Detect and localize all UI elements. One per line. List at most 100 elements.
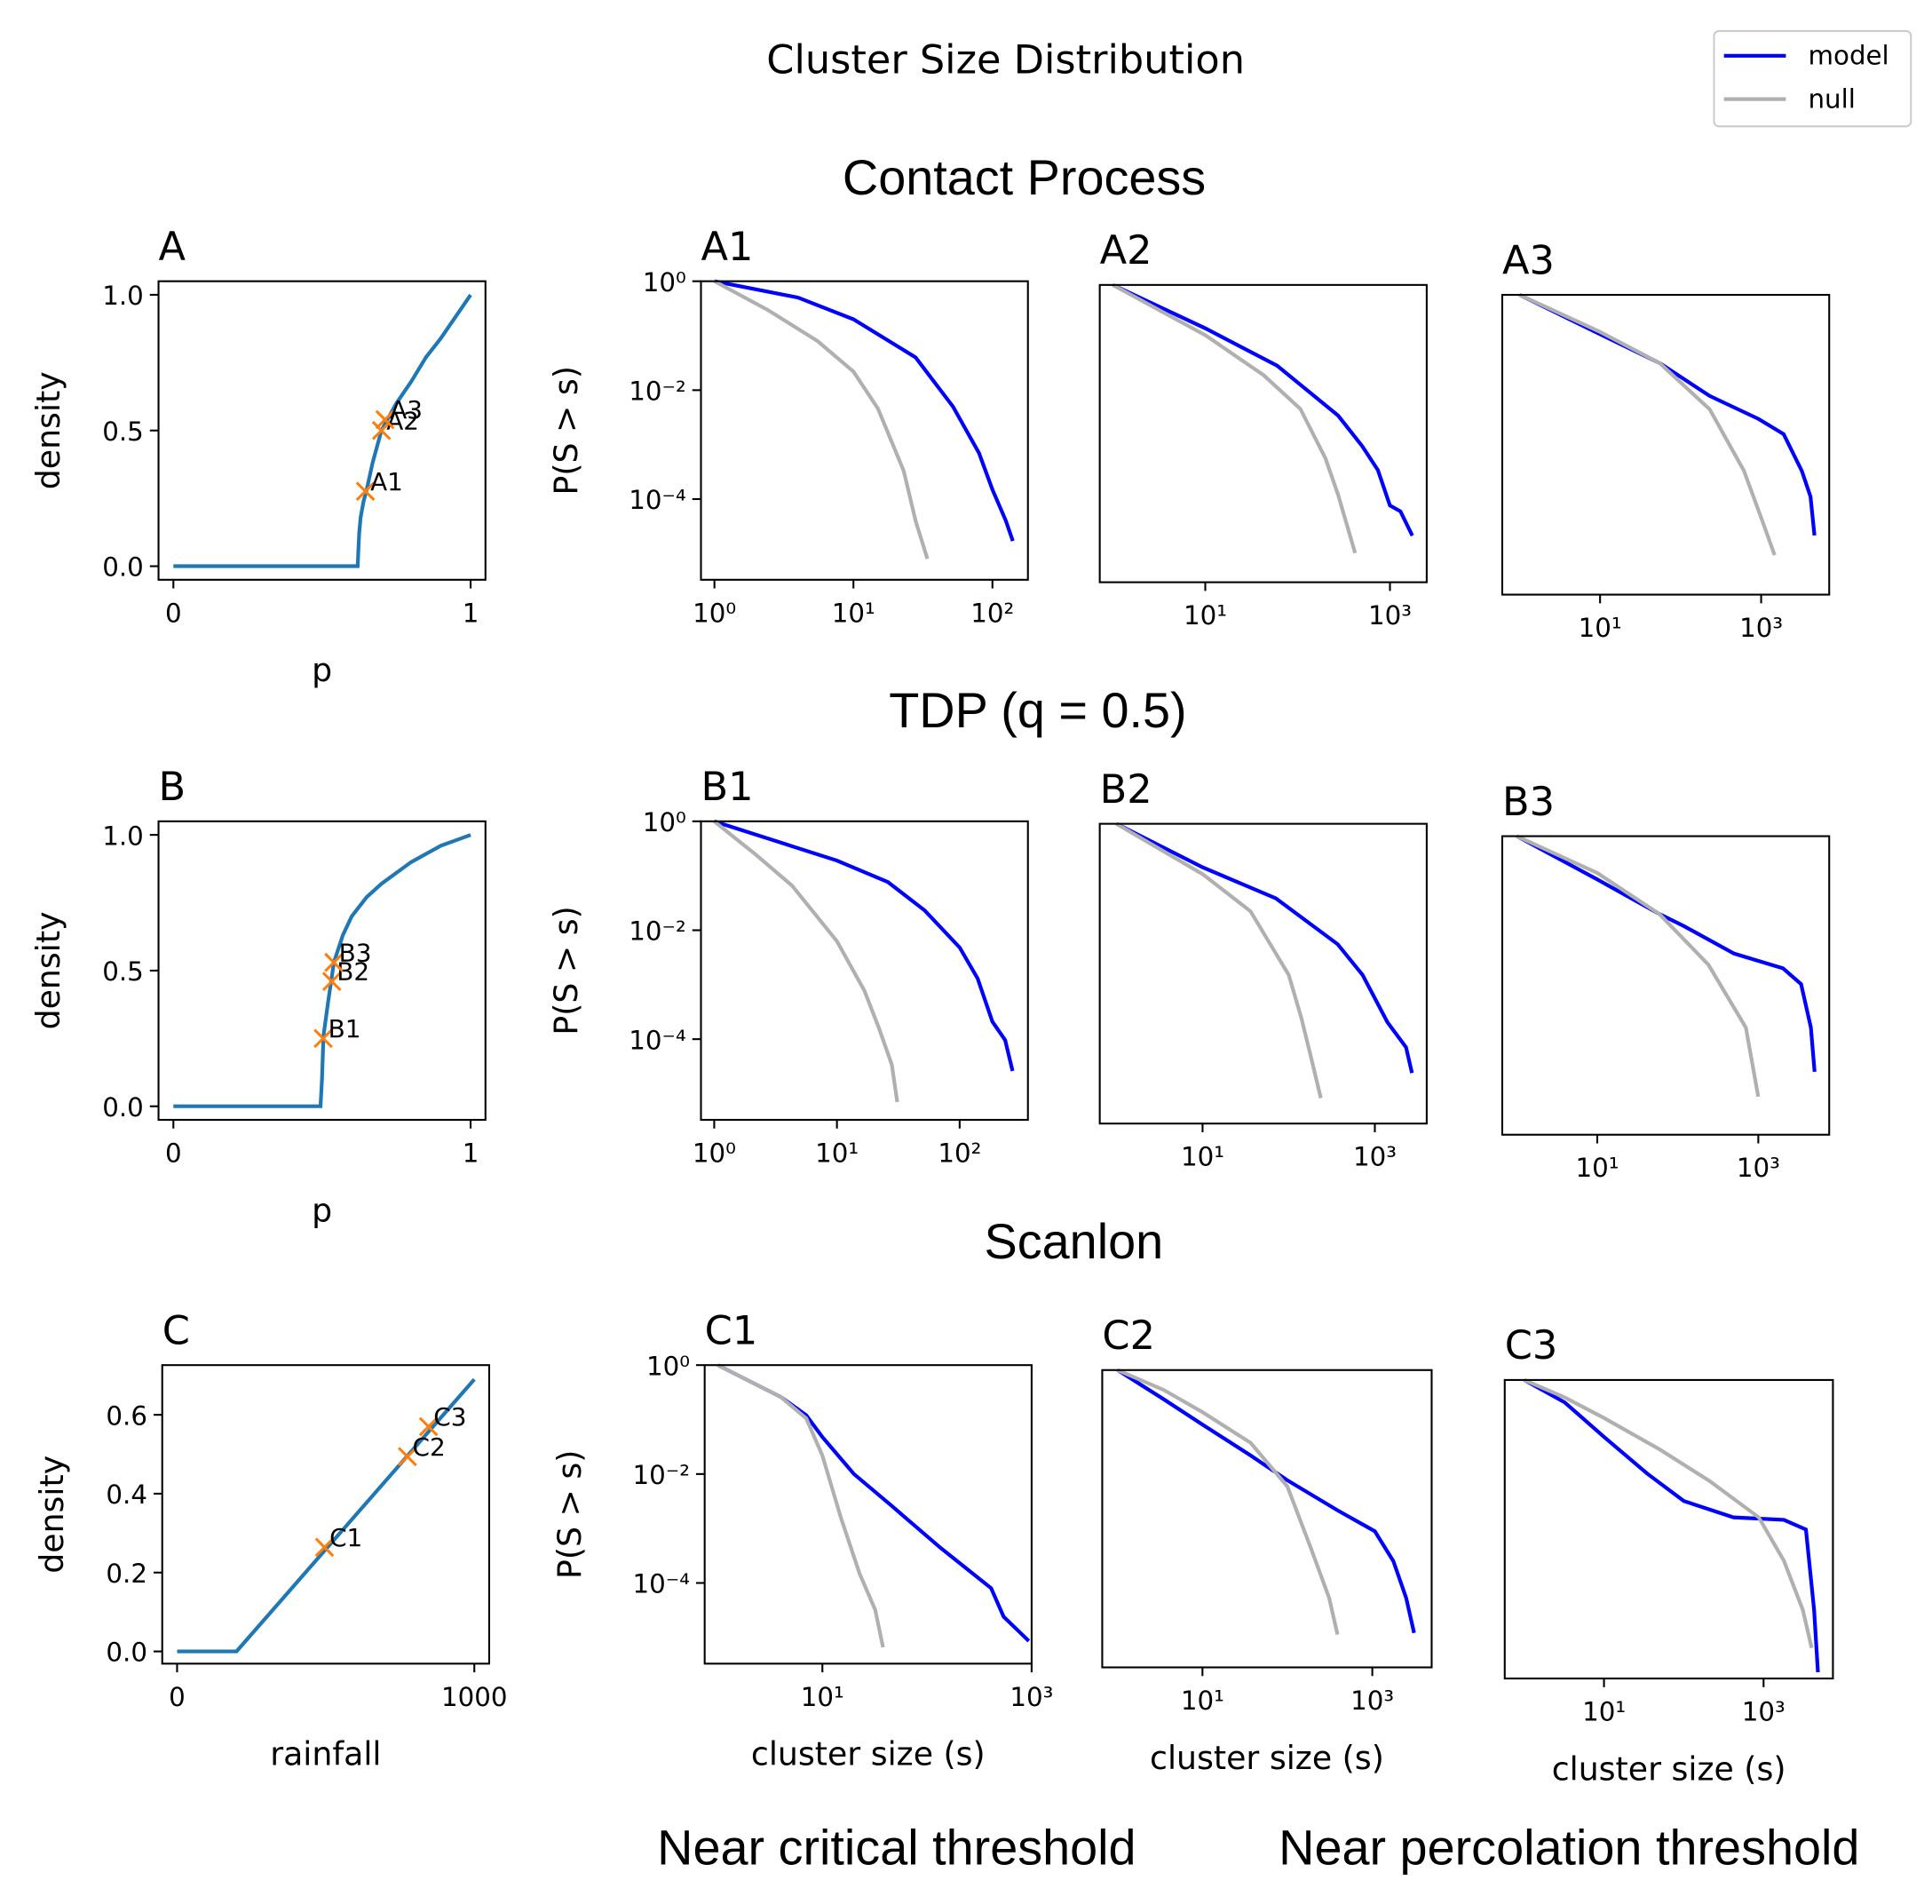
x-tick-label: 10¹	[832, 598, 875, 628]
y-tick-label: 10⁻²	[632, 1460, 689, 1490]
x-tick-label: 10³	[1353, 1142, 1397, 1172]
marker-label: A3	[390, 395, 423, 424]
panel-title: B1	[701, 764, 753, 810]
x-tick-label: 1	[463, 1138, 479, 1168]
x-tick-label: 10⁰	[693, 1138, 736, 1168]
panel-title: B3	[1502, 779, 1555, 825]
row-title: TDP (q = 0.5)	[889, 682, 1186, 738]
x-tick-label: 10¹	[1184, 600, 1227, 631]
marker-label: B2	[337, 957, 369, 987]
axes-frame	[700, 280, 1029, 581]
legend: model null	[1713, 29, 1912, 128]
y-tick-label: 0.0	[102, 552, 144, 583]
marker	[375, 409, 395, 430]
panel: A3 10¹ 10³	[1500, 237, 1831, 643]
row-title: Contact Process	[843, 149, 1206, 205]
y-tick-label: 10⁻⁴	[629, 1025, 685, 1055]
x-tick-label: 10¹	[801, 1682, 844, 1712]
x-tick-label: 10¹	[1582, 1697, 1626, 1727]
x-tick-label: 10¹	[1579, 613, 1622, 643]
y-axis-label: density	[29, 371, 67, 489]
panel: C2 10¹ 10³ cluster size (s)	[1101, 1313, 1433, 1777]
data-line	[1516, 834, 1761, 1098]
x-tick-label: 1	[463, 598, 479, 628]
panel-title: C	[162, 1307, 190, 1353]
y-axis-label: P(S > s)	[547, 906, 585, 1035]
axes-frame	[1098, 822, 1428, 1125]
y-tick-label: 10⁻⁴	[629, 485, 685, 515]
axes-frame	[1503, 1378, 1834, 1680]
y-axis-label: density	[33, 1456, 71, 1574]
data-line	[173, 293, 472, 568]
panel-title: A1	[701, 224, 753, 270]
data-line	[1518, 293, 1777, 556]
data-line	[1523, 1378, 1820, 1673]
data-line	[1116, 1368, 1340, 1636]
x-tick-label: 10⁰	[693, 598, 736, 628]
panel: C3 10¹ 10³ cluster size (s)	[1503, 1322, 1834, 1788]
marker-label: C1	[329, 1523, 362, 1552]
marker	[371, 420, 392, 440]
y-tick-label: 10⁰	[643, 807, 686, 837]
x-axis-label: p	[312, 1191, 332, 1229]
marker	[313, 1028, 333, 1049]
panel: A2 10¹ 10³	[1098, 227, 1428, 631]
panel-title: C3	[1505, 1322, 1558, 1368]
y-axis-label: P(S > s)	[550, 1450, 589, 1579]
data-line	[713, 279, 930, 559]
axes-frame	[1500, 835, 1831, 1136]
panel-title: B2	[1100, 766, 1152, 813]
x-tick-label: 10³	[1739, 613, 1783, 643]
y-tick-label: 10⁻²	[629, 376, 685, 406]
data-line	[1516, 834, 1817, 1073]
y-axis-label: P(S > s)	[547, 366, 585, 495]
marker-label: C3	[433, 1402, 466, 1432]
data-line	[173, 833, 471, 1108]
x-tick-label: 10¹	[1181, 1686, 1224, 1716]
x-tick-label: 10¹	[1576, 1153, 1619, 1183]
marker	[324, 952, 344, 972]
marker	[418, 1416, 439, 1437]
data-line	[714, 279, 1015, 542]
panel: B3 10¹ 10³	[1500, 779, 1831, 1183]
x-tick-label: 10³	[1742, 1697, 1786, 1727]
x-tick-label: 10²	[970, 598, 1014, 628]
x-axis-label: cluster size (s)	[1552, 1749, 1786, 1788]
figure-title: Cluster Size Distribution	[766, 36, 1245, 83]
bottom-label: Near percolation threshold	[1279, 1819, 1859, 1875]
panel-title: A2	[1100, 227, 1152, 274]
x-tick-label: 10³	[1350, 1686, 1394, 1716]
y-tick-label: 0.2	[106, 1559, 147, 1589]
axes-frame	[161, 1364, 491, 1665]
panel: B2 10¹ 10³	[1098, 766, 1428, 1172]
data-line	[1112, 283, 1358, 554]
axes-frame	[1101, 1368, 1433, 1669]
marker	[355, 481, 376, 502]
x-tick-label: 10³	[1010, 1682, 1053, 1712]
axes-frame	[1500, 293, 1831, 596]
y-tick-label: 0.5	[102, 416, 144, 447]
marker-label: B3	[339, 938, 372, 967]
x-tick-label: 0	[165, 1138, 182, 1168]
marker	[398, 1447, 417, 1467]
data-line	[1115, 821, 1323, 1099]
legend-label: null	[1809, 83, 1856, 114]
data-line	[713, 820, 899, 1103]
panel-title: C1	[705, 1307, 758, 1353]
panel-title: B	[159, 764, 186, 810]
x-tick-label: 0	[169, 1682, 186, 1712]
y-tick-label: 0.0	[106, 1638, 147, 1668]
data-line	[1112, 282, 1414, 537]
x-tick-label: 10³	[1737, 1153, 1780, 1183]
panel-title: A3	[1502, 237, 1555, 283]
marker	[321, 972, 342, 991]
panel: A1 10⁰ 10¹ 10² 10⁰ 10⁻² 10⁻⁴ P(S > s)	[547, 224, 1029, 628]
panel: B1 10⁰ 10¹ 10² 10⁰ 10⁻² 10⁻⁴ P(S > s)	[547, 764, 1029, 1168]
y-tick-label: 0.5	[102, 956, 144, 987]
x-tick-label: 10¹	[1181, 1142, 1224, 1172]
